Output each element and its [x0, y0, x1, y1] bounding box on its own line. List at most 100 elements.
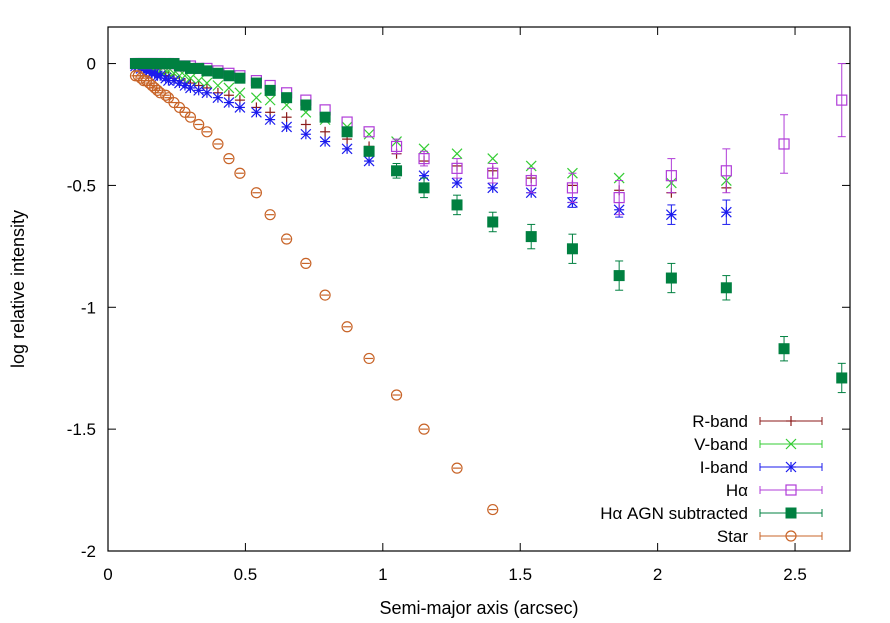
data-point — [451, 199, 463, 211]
data-point — [525, 160, 537, 172]
data-point — [363, 145, 375, 157]
error-bar — [453, 158, 462, 179]
data-point — [212, 67, 224, 79]
legend-entry: Hα AGN subtracted — [600, 504, 823, 523]
data-point — [201, 126, 213, 138]
data-point — [720, 282, 732, 294]
data-point — [778, 343, 790, 355]
data-point — [250, 106, 262, 118]
data-point — [487, 153, 499, 165]
data-point — [525, 231, 537, 243]
data-point — [418, 143, 430, 155]
data-point — [487, 216, 499, 228]
data-point — [185, 82, 196, 94]
error-bar — [837, 63, 846, 138]
data-point — [212, 92, 224, 104]
data-point — [341, 143, 353, 155]
data-point — [363, 155, 375, 167]
x-tick-label: 1.5 — [508, 565, 532, 584]
data-point — [836, 372, 848, 384]
x-tick-label: 2.5 — [783, 565, 807, 584]
data-point — [785, 438, 797, 450]
legend-label: R-band — [692, 412, 748, 431]
y-tick-label: -1 — [81, 298, 96, 317]
data-point — [154, 87, 166, 99]
data-point — [264, 209, 276, 221]
x-tick-label: 0.5 — [234, 565, 258, 584]
data-point — [390, 389, 403, 401]
series-0 — [130, 58, 732, 198]
data-point — [720, 165, 732, 177]
legend-label: Hα — [726, 481, 748, 500]
data-point — [319, 136, 331, 147]
data-point — [363, 128, 375, 140]
error-bar — [527, 167, 536, 194]
x-axis-label: Semi-major axis (arcsec) — [379, 598, 578, 618]
error-bar — [780, 114, 789, 174]
data-point — [319, 111, 331, 123]
data-point — [212, 138, 224, 150]
legend-entry: I-band — [700, 458, 823, 477]
data-point — [785, 530, 797, 542]
x-tick-label: 2 — [653, 565, 662, 584]
data-point — [223, 153, 235, 165]
data-point — [418, 170, 430, 182]
data-point — [281, 92, 293, 104]
data-point — [785, 461, 797, 473]
legend-entry: R-band — [692, 412, 823, 431]
error-bar — [667, 158, 676, 194]
data-point — [201, 87, 213, 99]
data-point — [234, 87, 246, 99]
data-point — [363, 352, 375, 365]
legend-label: V-band — [694, 435, 748, 454]
legend-label: I-band — [700, 458, 748, 477]
data-point — [281, 112, 292, 123]
data-point — [300, 99, 312, 111]
data-point — [264, 94, 276, 106]
data-point — [418, 182, 430, 194]
data-point — [234, 167, 246, 179]
data-point — [785, 484, 797, 496]
data-point — [201, 77, 213, 89]
x-tick-label: 1 — [378, 565, 387, 584]
data-point — [566, 182, 579, 194]
data-point — [418, 153, 430, 165]
data-point — [300, 257, 312, 270]
legend-entry: Hα — [726, 481, 823, 500]
legend-entry: Star — [717, 527, 823, 546]
data-point — [525, 174, 537, 187]
data-point — [319, 289, 331, 301]
data-point — [720, 206, 732, 218]
data-point — [201, 65, 213, 77]
data-point — [163, 75, 174, 87]
data-point — [300, 128, 312, 140]
data-point — [613, 270, 625, 282]
plot-frame — [107, 26, 851, 552]
data-point — [250, 92, 262, 104]
plot-border — [107, 26, 851, 552]
error-bar — [488, 162, 497, 184]
data-point — [786, 416, 796, 426]
data-point — [212, 80, 224, 91]
data-point — [341, 126, 353, 138]
data-point — [184, 111, 197, 123]
data-point — [613, 192, 625, 204]
data-point — [223, 70, 235, 82]
data-point — [785, 507, 797, 519]
data-point — [665, 209, 677, 221]
legend-entry: V-band — [694, 435, 823, 454]
data-point — [665, 272, 677, 284]
data-point — [250, 77, 262, 89]
data-point — [174, 77, 185, 89]
series-4 — [129, 58, 848, 394]
data-point — [223, 97, 235, 108]
series-layer — [129, 57, 848, 516]
error-bar — [568, 172, 577, 203]
data-point — [234, 102, 246, 113]
data-point — [193, 75, 205, 87]
data-point — [151, 84, 164, 96]
data-point — [778, 138, 790, 150]
x-tick-label: 0 — [103, 565, 112, 584]
data-point — [185, 72, 196, 84]
data-point — [341, 116, 353, 128]
